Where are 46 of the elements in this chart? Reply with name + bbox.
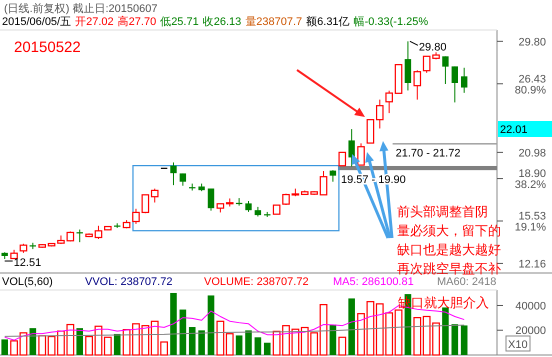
text: X10: [508, 339, 528, 351]
bar: [460, 325, 468, 355]
annotation: 缺口也是越大越好: [397, 242, 501, 257]
text: VVOL: 238707.72: [85, 276, 172, 288]
chart-title: VOL(5,60): [2, 276, 53, 288]
bar: [264, 342, 271, 355]
bar: [348, 298, 355, 355]
series-label: MA5: 286100.81: [333, 276, 414, 288]
y-tick-label: 20000: [515, 325, 546, 338]
bar: [76, 328, 84, 355]
y-tick-label: 26.43 80.9%: [514, 73, 546, 96]
bar: [30, 328, 36, 355]
line-series: [4, 324, 465, 337]
bar: [442, 307, 449, 355]
bar: [114, 334, 121, 355]
chart-title: (日线.前复权) 截止日:20150607: [4, 2, 158, 15]
bar: [254, 337, 262, 355]
annotation: 20150522: [14, 39, 81, 56]
annotation: 再次跳空早盘不补: [397, 261, 501, 276]
y-tick-label: 18.90 38.2%: [514, 168, 546, 192]
text: MA60: 2418: [437, 276, 496, 288]
band-label: 21.70 - 21.72: [396, 147, 460, 160]
bar: [413, 317, 422, 356]
bar: [170, 292, 177, 355]
bar: [330, 324, 336, 355]
annotation: 29.80: [418, 41, 446, 54]
bar: [188, 327, 196, 355]
bar: [452, 324, 458, 355]
text: 22.01: [500, 124, 528, 136]
annotation: 12.51: [14, 257, 42, 270]
bar: [236, 335, 242, 355]
bar: [338, 336, 346, 356]
bar: [208, 295, 214, 355]
y-tick-label: 15.53 19.1%: [514, 210, 546, 234]
bar: [245, 330, 252, 355]
y-tick-label: 20.98: [518, 147, 546, 160]
y-tick-label: 12.16: [518, 258, 546, 270]
bar: [198, 330, 205, 355]
annotation: 量必须大，留下的: [397, 223, 501, 238]
y-tick-label: 29.80: [518, 36, 546, 48]
chart-subtitle: 2015/06/05/五 开27.02 高27.70 低25.71 收26.13 量238707.7 额6.31亿 幅-0.33(-1.25%: [2, 15, 428, 28]
annotation: 前头部调整首阴: [397, 204, 488, 219]
series-label: VOLUME: 238707.72: [204, 276, 309, 288]
y-tick-label: 40000: [515, 300, 546, 312]
bar: [1, 339, 8, 355]
bar: [180, 310, 186, 355]
